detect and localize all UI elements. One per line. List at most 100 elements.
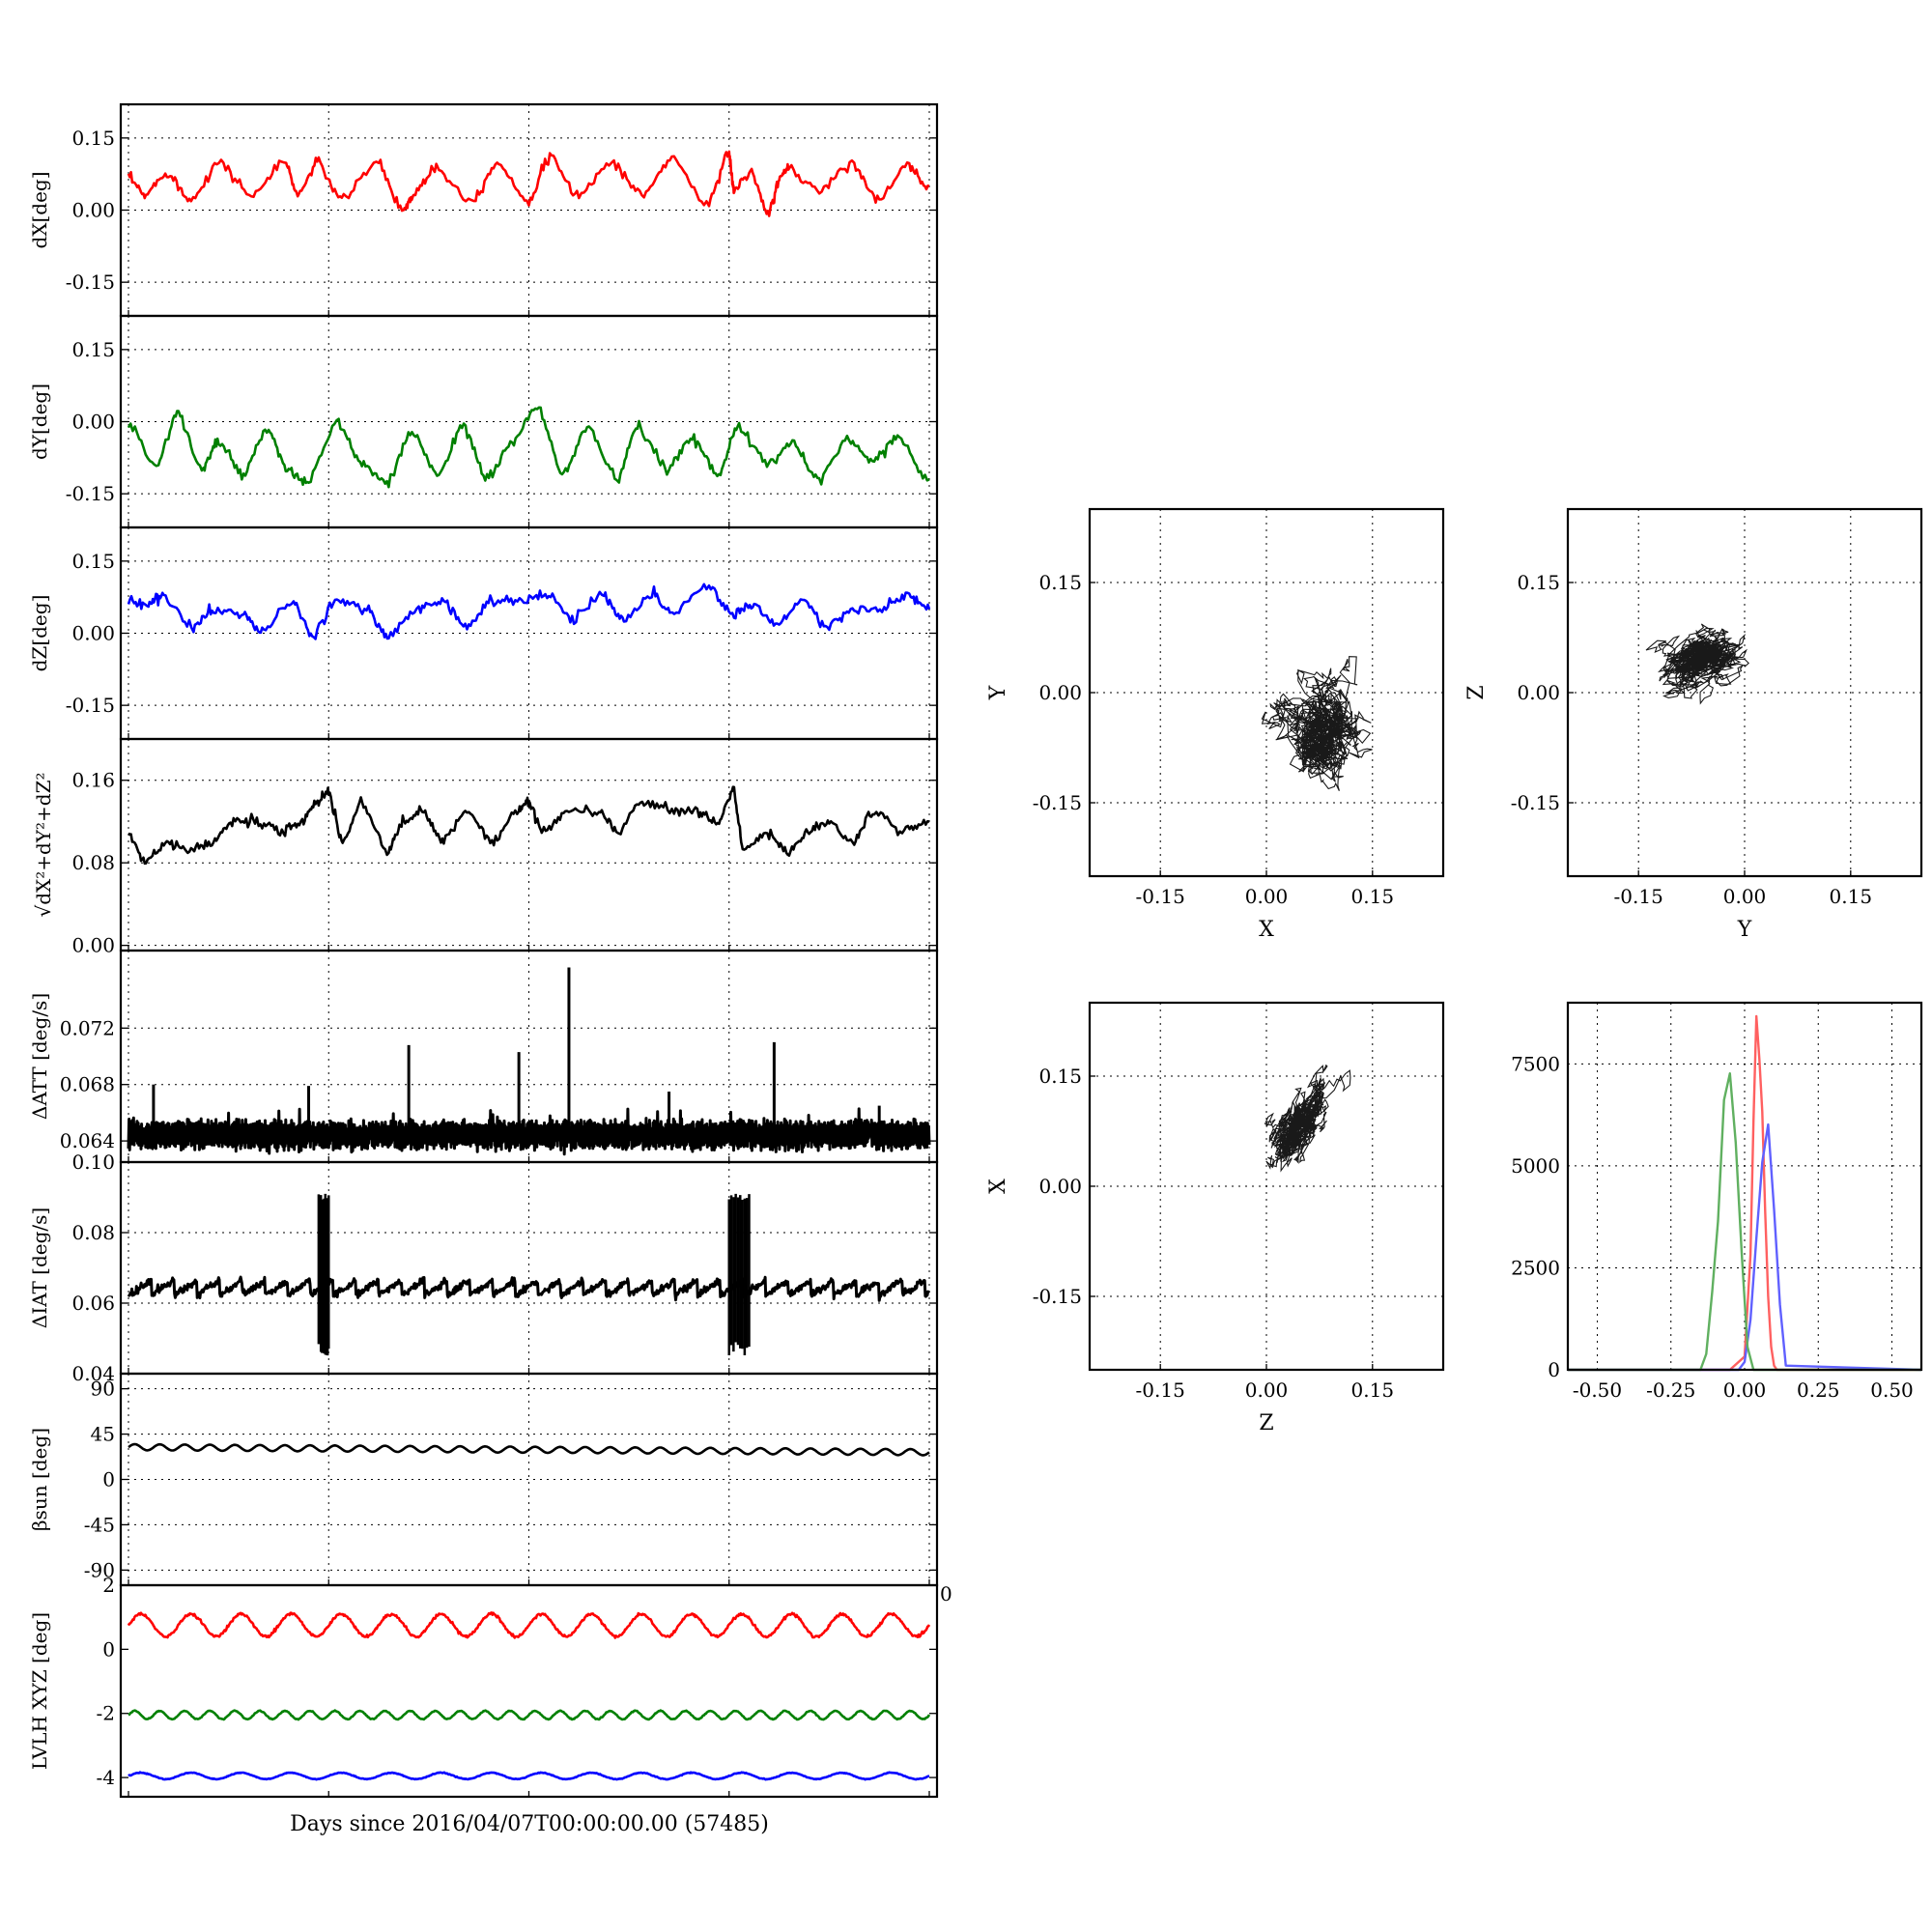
dR-ylabel: √dX²+dY²+dZ²	[32, 772, 55, 917]
dR-ytick-label: 0.16	[71, 769, 115, 792]
lvlh-series-0	[127, 1611, 931, 1639]
hist-xtick-label: -0.50	[1573, 1378, 1622, 1402]
beta-series-0	[128, 1442, 930, 1457]
ZX-frame	[1088, 1001, 1445, 1372]
dZ-series-0	[127, 582, 931, 640]
beta-ytick-label: 45	[91, 1423, 115, 1446]
hist-frame	[1566, 1001, 1923, 1372]
dY-ylabel: dY[deg]	[28, 384, 51, 460]
dZ-ytick-label: 0.15	[71, 550, 115, 573]
XY-frame	[1088, 507, 1445, 878]
lvlh-ytick-label: -4	[97, 1766, 115, 1789]
panel-dZ: 0.15 0.00 -0.15 dZ[deg]	[28, 526, 939, 741]
panel-dR: 0.16 0.08 0.00 √dX²+dY²+dZ²	[32, 737, 939, 957]
ZX-ytick-label: 0.15	[1038, 1065, 1082, 1088]
dIAT-ytick-label: 0.10	[71, 1151, 115, 1174]
ZX-ytick-label: -0.15	[1033, 1285, 1082, 1308]
beta-ytick-label: -90	[84, 1558, 115, 1581]
XY-xtick-label: -0.15	[1136, 885, 1185, 908]
YZ-trajectory	[1645, 623, 1750, 705]
ZX-xtick-label: 0.15	[1351, 1378, 1395, 1402]
ZX-trajectory	[1264, 1064, 1351, 1173]
ZX-ytick-label: 0.00	[1038, 1175, 1082, 1198]
dATT-ytick-label: 0.064	[60, 1129, 115, 1152]
dX-ylabel: dX[deg]	[28, 171, 51, 248]
lvlh-ylabel: LVLH XYZ [deg]	[28, 1612, 51, 1770]
dR-series-0	[128, 785, 930, 866]
dIAT-frame	[119, 1160, 939, 1376]
panel-dIAT: 0.10 0.08 0.06 0.04 ΔIAT [deg/s]	[28, 1151, 939, 1385]
XY-ylabel: Y	[986, 685, 1010, 700]
YZ-xtick-label: -0.15	[1614, 885, 1663, 908]
YZ-xtick-label: 0.00	[1723, 885, 1767, 908]
panel-lvlh: 2 0 -2 -4 0 LVLH XYZ [deg]	[28, 1574, 952, 1799]
hist-ytick-label: 0	[1548, 1358, 1560, 1381]
YZ-ytick-label: 0.15	[1517, 571, 1560, 594]
dATT-ytick-label: 0.072	[60, 1016, 115, 1039]
beta-ylabel: βsun [deg]	[28, 1428, 51, 1531]
dR-ytick-label: 0.08	[71, 851, 115, 874]
lvlh-series-1	[128, 1709, 931, 1721]
hist-series-1	[1568, 1122, 1922, 1372]
hist-xtick-label: 0.00	[1723, 1378, 1767, 1402]
dX-ytick-label: 0.15	[71, 127, 115, 150]
hist-ytick-label: 2500	[1511, 1256, 1560, 1279]
dIAT-ytick-label: 0.08	[71, 1221, 115, 1244]
dY-ytick-label: 0.15	[71, 338, 115, 361]
dIAT-ylabel: ΔIAT [deg/s]	[28, 1208, 51, 1328]
XY-trajectory	[1261, 656, 1373, 791]
panel-dX: 0.15 0.00 -0.15 dX[deg]	[28, 102, 939, 318]
hist-series-2	[1568, 1072, 1921, 1372]
dATT-series-0	[127, 1107, 931, 1156]
XY-xtick-label: 0.00	[1245, 885, 1289, 908]
YZ-xlabel: Y	[1737, 918, 1752, 942]
dX-ytick-label: 0.00	[71, 199, 115, 222]
ZX-xlabel: Z	[1259, 1411, 1273, 1435]
panel-dY: 0.15 0.00 -0.15 dY[deg]	[28, 314, 939, 529]
hist-xtick-label: 0.50	[1870, 1378, 1914, 1402]
XY-xlabel: X	[1259, 918, 1274, 942]
lvlh-ytick-label: 0	[102, 1637, 115, 1661]
ZX-ylabel: X	[986, 1179, 1010, 1194]
hist-ytick-label: 5000	[1511, 1154, 1560, 1178]
dZ-ylabel: dZ[deg]	[28, 595, 51, 672]
YZ-ylabel: Z	[1464, 685, 1489, 699]
dATT-ylabel: ΔATT [deg/s]	[28, 993, 51, 1120]
dIAT-ytick-label: 0.04	[71, 1362, 115, 1385]
beta-ytick-label: 0	[102, 1468, 115, 1492]
hist-ytick-label: 7500	[1511, 1052, 1560, 1075]
hist-xtick-label: -0.25	[1646, 1378, 1695, 1402]
dATT-ytick-label: 0.068	[60, 1073, 115, 1096]
XY-ytick-label: -0.15	[1033, 791, 1082, 814]
dY-ytick-label: -0.15	[66, 482, 115, 505]
dY-series-0	[127, 406, 930, 489]
ZX-xtick-label: 0.00	[1245, 1378, 1289, 1402]
lvlh-ytick-label: -2	[97, 1702, 115, 1725]
panel-hist: -0.50 -0.25 0.00 0.25 0.50 7500 5000 2500 0	[1511, 1001, 1923, 1402]
dZ-ytick-label: -0.15	[66, 694, 115, 717]
panel-dATT: 0.072 0.068 0.064 ΔATT [deg/s]	[28, 949, 939, 1164]
dR-frame	[119, 737, 939, 952]
beta-ytick-label: 90	[91, 1378, 115, 1401]
dX-series-0	[127, 150, 930, 217]
x-axis-label: Days since 2016/04/07T00:00:00.00 (57485…	[290, 1812, 769, 1836]
lvlh-ytick-label: 2	[102, 1574, 115, 1597]
XY-xtick-label: 0.15	[1351, 885, 1395, 908]
dIAT-ytick-label: 0.06	[71, 1292, 115, 1315]
dY-ytick-label: 0.00	[71, 411, 115, 434]
beta-ytick-label: -45	[84, 1513, 115, 1536]
XY-ytick-label: 0.15	[1038, 571, 1082, 594]
lvlh-right-tick-label: 0	[940, 1582, 952, 1605]
YZ-ytick-label: 0.00	[1517, 681, 1560, 704]
dX-ytick-label: -0.15	[66, 270, 115, 294]
lvlh-frame	[119, 1583, 939, 1799]
panel-ZX: -0.15 0.15 0.00 0.00 0.15 -0.15 Z X	[986, 1001, 1445, 1435]
panel-YZ: -0.15 0.15 0.00 0.00 0.15 -0.15 Y Z	[1464, 507, 1923, 942]
panel-beta: 90 45 0 -45 -90 βsun [deg]	[28, 1372, 939, 1587]
XY-ytick-label: 0.00	[1038, 681, 1082, 704]
YZ-ytick-label: -0.15	[1511, 791, 1560, 814]
lvlh-series-2	[128, 1771, 930, 1781]
YZ-frame	[1566, 507, 1923, 878]
panel-XY: -0.15 0.15 0.00 0.00 0.15 -0.15 X Y	[986, 507, 1445, 942]
